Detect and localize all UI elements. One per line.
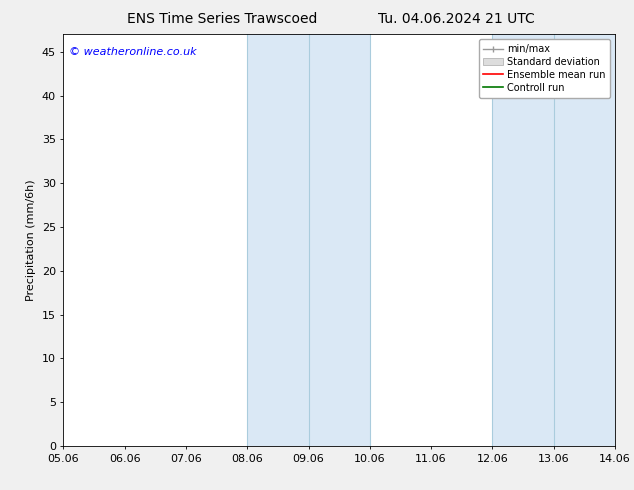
Bar: [247, 34, 370, 446]
Y-axis label: Precipitation (mm/6h): Precipitation (mm/6h): [26, 179, 36, 301]
Legend: min/max, Standard deviation, Ensemble mean run, Controll run: min/max, Standard deviation, Ensemble me…: [479, 39, 610, 98]
Text: Tu. 04.06.2024 21 UTC: Tu. 04.06.2024 21 UTC: [378, 12, 535, 26]
Text: ENS Time Series Trawscoed: ENS Time Series Trawscoed: [127, 12, 317, 26]
Bar: [493, 34, 615, 446]
Text: © weatheronline.co.uk: © weatheronline.co.uk: [69, 47, 197, 57]
